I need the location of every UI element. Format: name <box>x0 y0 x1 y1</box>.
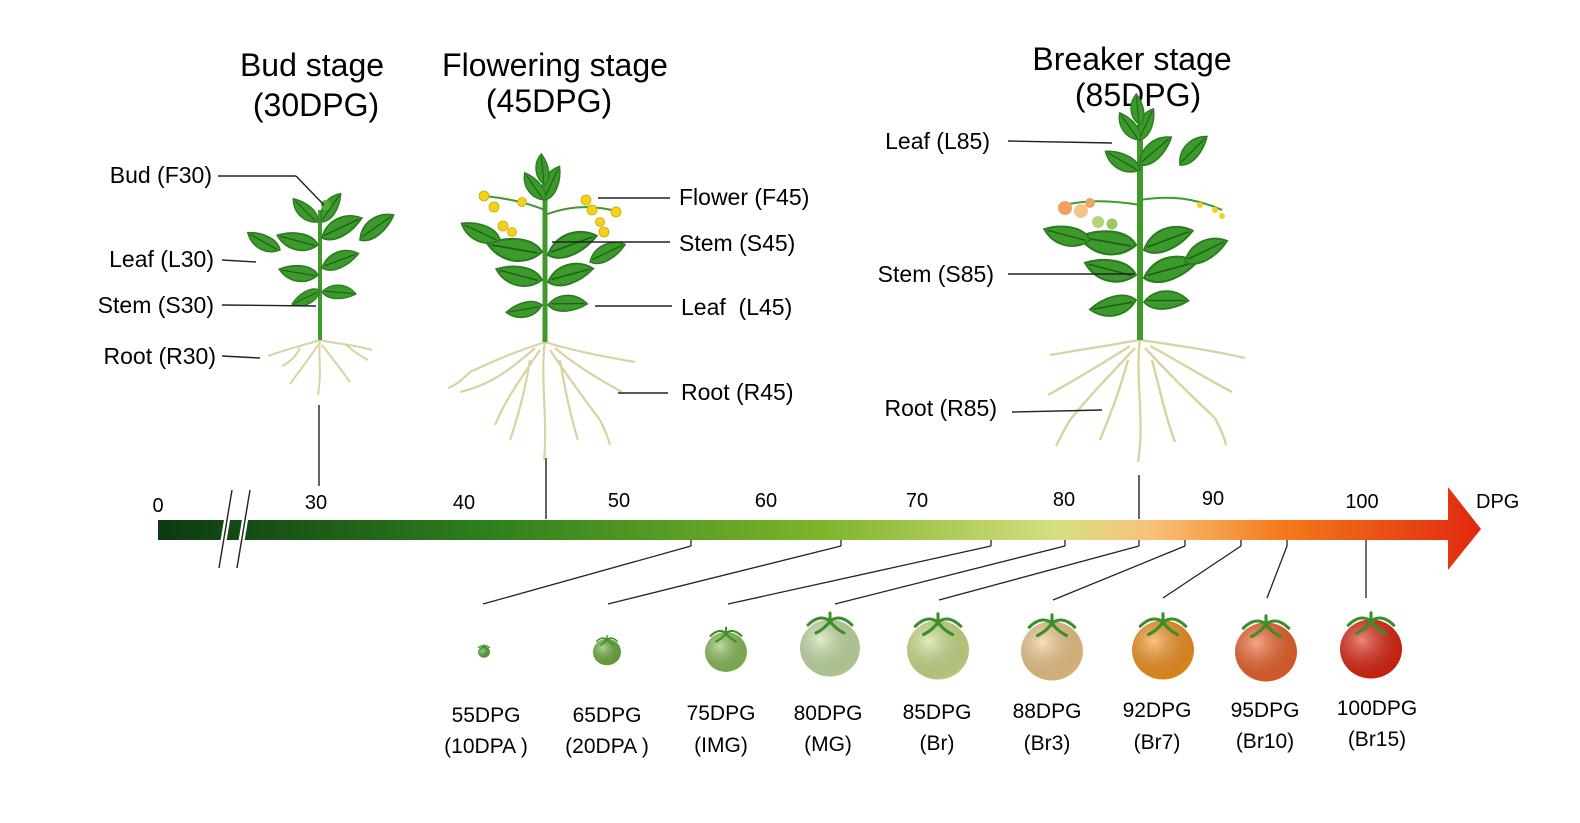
stage-subtitle-bud: (30DPG) <box>253 87 379 123</box>
fruit-label-dpg-5: 85DPG <box>903 701 972 724</box>
fruit-shading <box>705 632 747 672</box>
dpg-axis-arrow <box>158 487 1481 570</box>
organ-label-flower-f45: Flower (F45) <box>679 184 809 210</box>
fruit-calyx <box>913 612 963 637</box>
fruit-shading <box>1340 619 1402 679</box>
fruit-label-dpg-8: 95DPG <box>1231 699 1300 722</box>
fruit-label-stage-3: (IMG) <box>694 734 748 757</box>
fruit-label-stage-9: (Br15) <box>1348 728 1406 751</box>
bud-stage-bud <box>321 200 331 210</box>
stage-title-bud: Bud stage <box>240 47 384 83</box>
fruit-2 <box>593 634 621 666</box>
fruit-calyx <box>1027 613 1077 638</box>
fruit-calyx <box>596 634 618 646</box>
fruit-1 <box>477 644 491 658</box>
fruit-9 <box>1340 611 1402 679</box>
fruit-calyx <box>1138 612 1188 637</box>
bud-stage-leader-lines <box>218 175 325 359</box>
organ-label-root-r45: Root (R45) <box>681 379 793 405</box>
stage-title-flowering: Flowering stage <box>442 47 668 83</box>
fruit-label-stage-6: (Br3) <box>1024 732 1071 755</box>
axis-tick-30: 30 <box>305 492 327 514</box>
flowering-stage-roots <box>447 339 636 461</box>
axis-tick-70: 70 <box>906 490 928 512</box>
flowering-stage-plant <box>447 153 636 461</box>
fruit-label-stage-8: (Br10) <box>1236 730 1294 753</box>
fruit-shading <box>1132 620 1194 680</box>
fruit-shading <box>1021 621 1083 681</box>
bud-stage-roots <box>267 337 373 396</box>
fruit-label-dpg-4: 80DPG <box>794 702 863 725</box>
stage-title-breaker: Breaker stage <box>1032 41 1231 77</box>
dpg-axis <box>158 487 1481 570</box>
organ-label-leaf-l30: Leaf (L30) <box>109 246 214 272</box>
organ-label-leaf-l85: Leaf (L85) <box>885 128 990 154</box>
bud-stage-plant <box>243 189 400 396</box>
fruit-label-dpg-6: 88DPG <box>1013 700 1082 723</box>
fruit-7 <box>1132 612 1194 680</box>
organ-label-root-r30: Root (R30) <box>104 343 216 369</box>
breaker-stage-roots <box>1047 337 1246 463</box>
fruit-calyx <box>1241 614 1291 639</box>
fruit-label-dpg-9: 100DPG <box>1337 697 1418 720</box>
axis-tick-90: 90 <box>1202 488 1224 510</box>
fruit-shading <box>907 620 969 680</box>
fruit-6 <box>1021 613 1083 681</box>
organ-label-stem-s85: Stem (S85) <box>878 261 994 287</box>
fruit-calyx <box>806 611 854 635</box>
fruit-label-stage-7: (Br7) <box>1134 731 1181 754</box>
organ-label-stem-s30: Stem (S30) <box>98 292 214 318</box>
axis-tick-100: 100 <box>1345 491 1378 513</box>
stage-marker-lines <box>318 405 1140 519</box>
fruit-label-stage-5: (Br) <box>920 732 955 755</box>
breaker-stage-leader-lines <box>1007 140 1134 413</box>
fruit-4 <box>800 611 860 677</box>
fruit-connector-lines <box>482 540 1367 605</box>
fruit-label-dpg-2: 65DPG <box>573 704 642 727</box>
breaker-stage-plant <box>1040 93 1246 463</box>
fruit-calyx <box>477 644 491 651</box>
fruit-label-dpg-7: 92DPG <box>1123 699 1192 722</box>
breaker-stage-fruit-cluster <box>1058 196 1225 230</box>
fruit-shading <box>800 619 860 677</box>
axis-tick-50: 50 <box>608 490 630 512</box>
fruit-5 <box>907 612 969 680</box>
fruit-series <box>477 611 1402 682</box>
fruit-8 <box>1235 614 1297 682</box>
flowering-stage-leader-lines <box>552 197 672 394</box>
flowering-stage-flowers <box>478 190 622 238</box>
axis-tick-0: 0 <box>152 495 163 517</box>
axis-tick-60: 60 <box>755 490 777 512</box>
organ-label-stem-s45: Stem (S45) <box>679 230 795 256</box>
axis-unit-label: DPG <box>1476 491 1519 513</box>
fruit-label-stage-4: (MG) <box>804 733 852 756</box>
axis-tick-80: 80 <box>1053 489 1075 511</box>
organ-label-leaf-l45: Leaf (L45) <box>681 294 792 320</box>
fruit-calyx <box>709 626 743 643</box>
organ-label-root-r85: Root (R85) <box>885 395 997 421</box>
fruit-shading <box>478 646 490 658</box>
fruit-label-stage-1: (10DPA ) <box>444 735 528 758</box>
fruit-shading <box>1235 622 1297 682</box>
fruit-shading <box>593 638 621 666</box>
fruit-3 <box>705 626 747 672</box>
organ-label-bud-f30: Bud (F30) <box>110 162 212 188</box>
fruit-calyx <box>1346 611 1396 636</box>
axis-tick-40: 40 <box>453 492 475 514</box>
fruit-label-stage-2: (20DPA ) <box>565 735 649 758</box>
fruit-label-dpg-1: 55DPG <box>452 704 521 727</box>
fruit-label-dpg-3: 75DPG <box>687 702 756 725</box>
stage-subtitle-flowering: (45DPG) <box>486 83 612 119</box>
